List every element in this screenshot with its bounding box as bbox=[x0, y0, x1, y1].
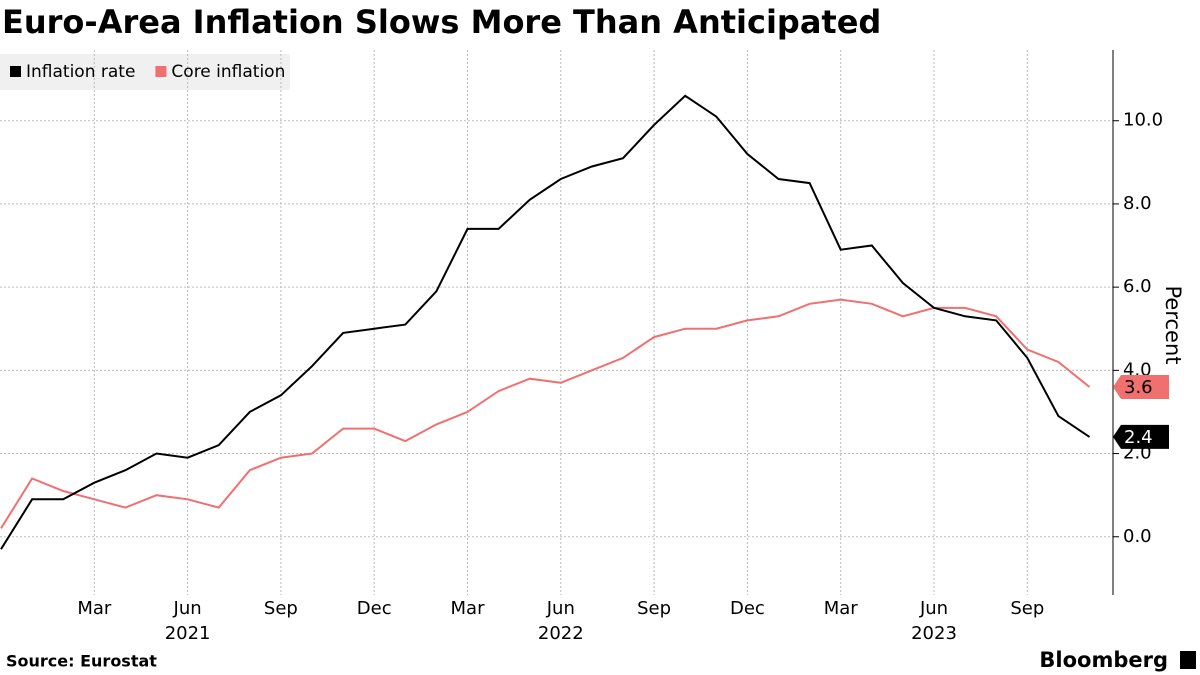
legend-swatch bbox=[10, 66, 21, 77]
x-tick-label: Mar bbox=[77, 598, 112, 619]
legend-box bbox=[0, 54, 290, 90]
x-tick-label: Mar bbox=[824, 598, 859, 619]
y-tick-label: 6.0 bbox=[1123, 276, 1152, 297]
y-tick-label: 10.0 bbox=[1123, 110, 1163, 131]
x-tick-label: Dec bbox=[730, 598, 765, 619]
x-tick-label: Dec bbox=[357, 598, 392, 619]
x-tick-label: Sep bbox=[1010, 598, 1044, 619]
y-tick-label: 0.0 bbox=[1123, 526, 1152, 547]
legend-swatch bbox=[155, 66, 167, 77]
legend-label: Inflation rate bbox=[26, 62, 135, 82]
brand: Bloomberg bbox=[1039, 648, 1168, 672]
legend-label: Core inflation bbox=[171, 62, 285, 82]
x-tick-label: Sep bbox=[637, 598, 671, 619]
x-tick-label: Mar bbox=[451, 598, 486, 619]
brand-icon bbox=[1180, 651, 1196, 669]
year-label: 2022 bbox=[538, 623, 584, 644]
year-label: 2023 bbox=[911, 623, 957, 644]
y-axis-label: Percent bbox=[1161, 285, 1185, 364]
x-tick-label: Jun bbox=[919, 598, 948, 619]
end-label: 2.4 bbox=[1124, 427, 1153, 448]
source: Source: Eurostat bbox=[6, 652, 157, 671]
chart-title: Euro-Area Inflation Slows More Than Anti… bbox=[2, 3, 881, 41]
x-tick-label: Sep bbox=[264, 598, 298, 619]
end-tag bbox=[1113, 424, 1169, 449]
series-line bbox=[0, 298, 1091, 529]
series-line bbox=[0, 94, 1091, 550]
y-tick-label: 8.0 bbox=[1123, 193, 1152, 214]
end-label: 3.6 bbox=[1124, 377, 1153, 398]
x-tick-label: Jun bbox=[546, 598, 575, 619]
end-tag bbox=[1113, 374, 1169, 399]
year-label: 2021 bbox=[165, 623, 211, 644]
x-tick-label: Jun bbox=[173, 598, 202, 619]
